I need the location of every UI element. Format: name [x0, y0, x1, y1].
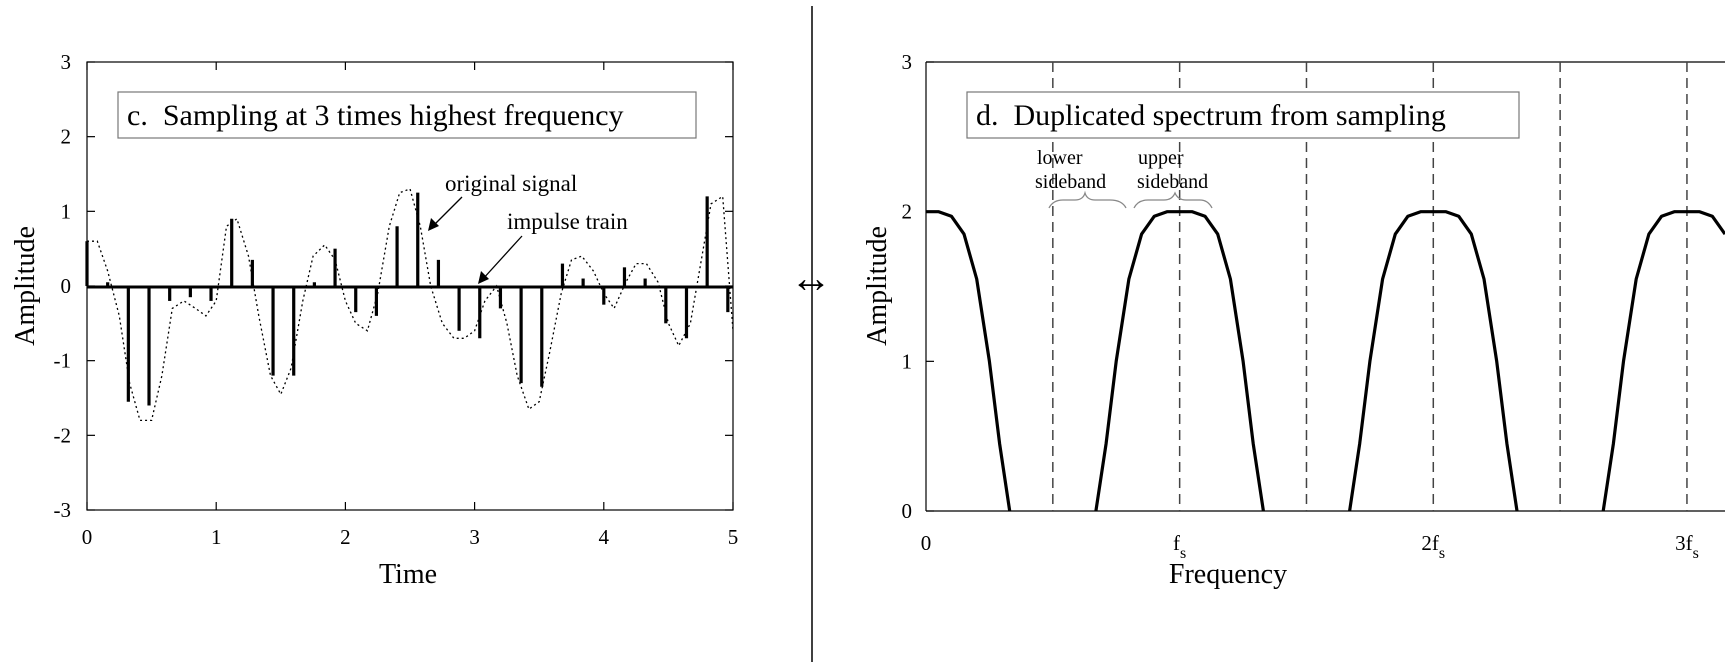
right-x-tick-subscript: s [1180, 545, 1186, 562]
left-x-axis-title: Time [379, 559, 437, 590]
right-x-axis-title: Frequency [1169, 559, 1287, 590]
left-x-tick-label: 4 [599, 525, 610, 549]
upper-sideband-label-line1: upper [1138, 147, 1184, 169]
right-x-tick-label: 2fs [1421, 531, 1445, 562]
impulse-train-arrowhead [478, 271, 489, 284]
lower-sideband-label-line1: lower [1037, 147, 1083, 169]
spectrum-lobe [1094, 210, 1265, 512]
upper-sideband-label-line2: sideband [1137, 171, 1208, 193]
right-title-box [966, 91, 1520, 139]
impulse-train-stems [85, 192, 730, 406]
left-title-box [117, 91, 697, 139]
right-x-tick-main: 2f [1421, 531, 1439, 555]
left-y-axis-title: Amplitude [10, 226, 41, 346]
left-y-tick-label: 2 [61, 125, 72, 149]
impulse-train-arrow [481, 235, 523, 281]
original-signal-arrow [431, 196, 463, 228]
spectrum-lobe [926, 210, 1012, 512]
original-signal-annotation: original signal [445, 171, 577, 196]
left-x-tick-label: 3 [469, 525, 480, 549]
left-x-tick-label: 1 [211, 525, 222, 549]
original-signal-line [87, 188, 734, 422]
sampling-frequency-lines [1052, 62, 1688, 511]
left-chart-title: c. Sampling at 3 times highest frequency [127, 99, 624, 132]
right-y-tick-label: 3 [902, 50, 913, 74]
right-x-tick-main: f [1173, 531, 1180, 555]
left-y-tick-label: 3 [61, 50, 72, 74]
fourier-pair-arrow: ↔ [790, 256, 832, 302]
original-signal-arrowhead [428, 218, 439, 231]
right-x-tick-main: 0 [921, 531, 932, 555]
right-x-tick-subscript: s [1439, 545, 1445, 562]
lower-sideband-label-line2: sideband [1035, 171, 1106, 193]
left-x-tick-label: 5 [728, 525, 739, 549]
right-x-tick-label: fs [1173, 531, 1186, 562]
left-ticks: 0 1 2 3 4 5 -3 -2 -1 0 1 2 3 [54, 50, 739, 549]
right-y-axis-title: Amplitude [862, 226, 893, 346]
spectrum-lobes [926, 210, 1725, 512]
left-y-tick-label: -1 [54, 349, 72, 373]
right-chart-title: d. Duplicated spectrum from sampling [976, 99, 1446, 132]
left-y-tick-label: 0 [61, 274, 72, 298]
spectrum-lobe [1601, 210, 1725, 512]
right-x-tick-label: 3fs [1675, 531, 1699, 562]
right-y-tick-label: 1 [902, 349, 913, 373]
right-x-tick-label: 0 [921, 531, 932, 555]
impulse-train-annotation: impulse train [507, 209, 628, 234]
upper-sideband-brace [1133, 191, 1213, 209]
left-x-tick-label: 0 [82, 525, 93, 549]
lower-sideband-brace [1048, 190, 1127, 209]
left-y-tick-label: -3 [54, 498, 72, 522]
left-x-tick-label: 2 [340, 525, 351, 549]
left-y-tick-label: 1 [61, 199, 72, 223]
right-y-tick-label: 2 [902, 200, 913, 224]
spectrum-lobe [1348, 210, 1519, 512]
right-x-tick-main: 3f [1675, 531, 1693, 555]
right-x-tick-subscript: s [1693, 545, 1699, 562]
right-y-tick-label: 0 [902, 499, 913, 523]
left-y-tick-label: -2 [54, 423, 72, 447]
time-domain-panel: 0 1 2 3 4 5 -3 -2 -1 0 1 2 3 c. Sampling at 3 times … [10, 50, 738, 590]
